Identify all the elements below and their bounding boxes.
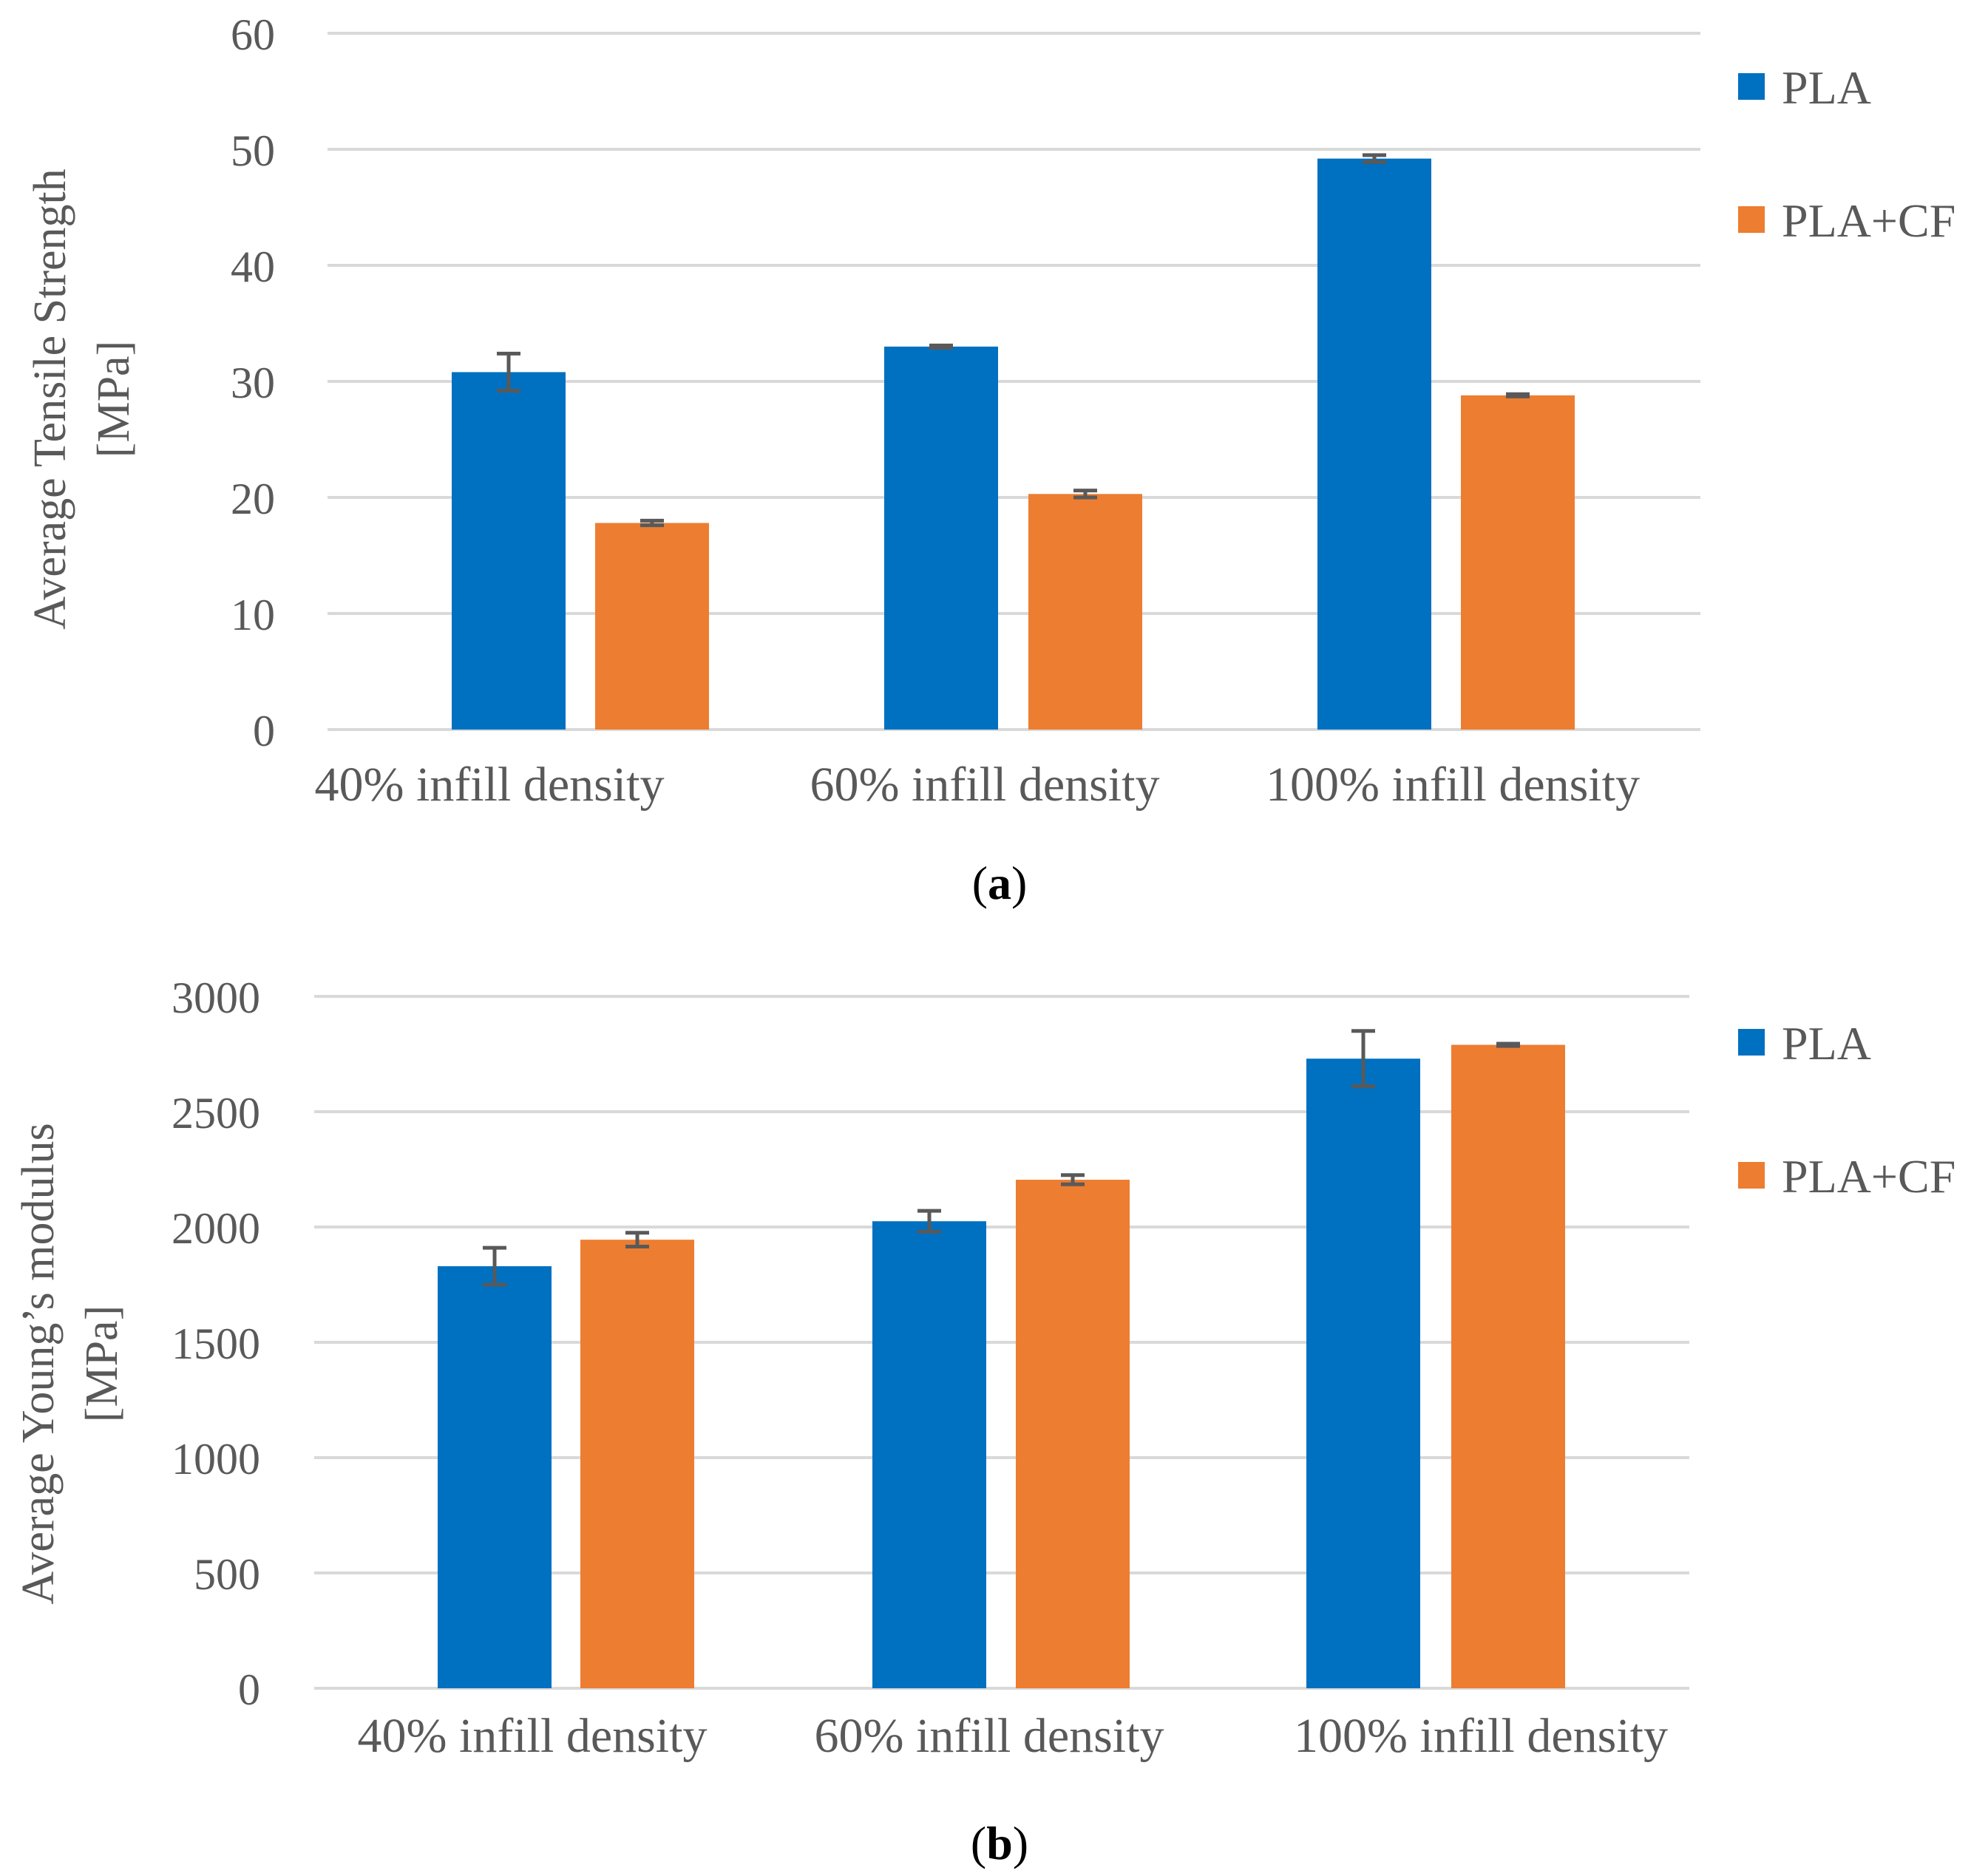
chart-a-bars: [452, 153, 1575, 730]
chart-b-xtick-100: 100% infill density: [1294, 1709, 1668, 1763]
chart-a-errorbar-placf-60: [1073, 489, 1097, 500]
chart-a-legend: PLA PLA+CF: [1738, 61, 1955, 247]
chart-a-ytick-0: 0: [253, 707, 275, 755]
chart-b-panel-letter: b: [986, 1817, 1013, 1869]
chart-a-legend-label-pla: PLA: [1782, 61, 1871, 114]
chart-b: 3000 2500 2000 1500 1000 500 0 Average Y…: [13, 973, 1955, 1869]
chart-a-ytick-10: 10: [231, 591, 275, 639]
chart-a-ytick-50: 50: [231, 126, 275, 175]
chart-b-bar-placf-60: [1016, 1180, 1130, 1688]
chart-a-panel-label: (a): [972, 857, 1028, 909]
chart-b-legend: PLA PLA+CF: [1738, 1017, 1955, 1203]
chart-a-bar-pla-40: [452, 372, 566, 730]
chart-a-ytick-60: 60: [231, 10, 275, 59]
chart-b-panel-label: (b): [971, 1817, 1028, 1869]
chart-a-bar-placf-60: [1028, 494, 1142, 730]
chart-a-ylabel-line1: Average Tensile Strength: [25, 169, 75, 630]
chart-b-ytick-0: 0: [238, 1665, 260, 1714]
chart-a-ytick-40: 40: [231, 242, 275, 291]
chart-b-bars: [438, 1029, 1565, 1688]
chart-a-ytick-20: 20: [231, 475, 275, 523]
chart-a-y-axis-title: Average Tensile Strength [MPa]: [25, 169, 139, 630]
chart-b-legend-label-placf: PLA+CF: [1782, 1150, 1955, 1203]
chart-b-errorbar-pla-100: [1351, 1029, 1375, 1089]
chart-b-errorbar-placf-40: [625, 1231, 649, 1249]
chart-b-ytick-1000: 1000: [172, 1435, 260, 1484]
chart-b-ytick-2500: 2500: [172, 1089, 260, 1138]
chart-b-y-axis-title: Average Young’s modulus [MPa]: [13, 1123, 127, 1605]
chart-a-ylabel-line2: [MPa]: [89, 341, 139, 458]
chart-a-bar-placf-40: [595, 523, 709, 730]
chart-b-bar-pla-60: [872, 1221, 986, 1688]
chart-b-xtick-40: 40% infill density: [358, 1709, 708, 1763]
chart-b-ylabel-line2: [MPa]: [77, 1305, 127, 1422]
chart-a-ytick-30: 30: [231, 358, 275, 407]
chart-b-bar-placf-100: [1451, 1044, 1565, 1688]
chart-a-x-categories: 40% infill density 60% infill density 10…: [315, 758, 1640, 812]
chart-b-errorbar-pla-40: [483, 1245, 506, 1287]
chart-b-ytick-1500: 1500: [172, 1319, 260, 1368]
chart-a-legend-label-placf: PLA+CF: [1782, 194, 1955, 247]
chart-b-errorbar-placf-60: [1061, 1173, 1085, 1186]
chart-b-bar-pla-100: [1306, 1058, 1420, 1688]
chart-a-bar-pla-100: [1317, 158, 1431, 730]
chart-b-legend-label-pla: PLA: [1782, 1017, 1871, 1070]
chart-a-panel-letter: a: [988, 857, 1011, 909]
chart-b-legend-swatch-placf: [1738, 1162, 1765, 1189]
chart-b-errorbar-pla-60: [917, 1209, 941, 1234]
chart-b-y-ticks: 3000 2500 2000 1500 1000 500 0: [172, 973, 260, 1714]
chart-a-bar-placf-100: [1461, 395, 1575, 730]
chart-a-xtick-60: 60% infill density: [810, 758, 1160, 812]
chart-b-bar-pla-40: [438, 1266, 552, 1688]
chart-a: 60 50 40 30 20 10 0 Average Tensile Stre…: [25, 10, 1955, 909]
chart-a-errorbar-placf-40: [640, 518, 664, 528]
chart-a-errorbar-pla-60: [929, 343, 953, 350]
chart-a-xtick-100: 100% infill density: [1266, 758, 1640, 812]
chart-b-ytick-500: 500: [194, 1550, 260, 1599]
chart-b-ytick-3000: 3000: [172, 973, 260, 1022]
chart-a-xtick-40: 40% infill density: [315, 758, 665, 812]
chart-b-legend-swatch-pla: [1738, 1029, 1765, 1056]
chart-a-errorbar-placf-100: [1506, 392, 1530, 398]
chart-a-bar-pla-60: [884, 346, 998, 730]
chart-a-errorbar-pla-100: [1363, 153, 1386, 164]
chart-b-ytick-2000: 2000: [172, 1204, 260, 1253]
chart-b-ylabel-line1: Average Young’s modulus: [13, 1123, 64, 1605]
chart-b-x-categories: 40% infill density 60% infill density 10…: [358, 1709, 1668, 1763]
chart-a-legend-swatch-pla: [1738, 73, 1765, 100]
chart-b-errorbar-placf-100: [1496, 1041, 1520, 1048]
chart-a-legend-swatch-placf: [1738, 206, 1765, 233]
chart-b-xtick-60: 60% infill density: [815, 1709, 1164, 1763]
chart-a-errorbar-pla-40: [497, 351, 520, 393]
chart-a-y-ticks: 60 50 40 30 20 10 0: [231, 10, 275, 755]
chart-b-bar-placf-40: [580, 1240, 694, 1688]
